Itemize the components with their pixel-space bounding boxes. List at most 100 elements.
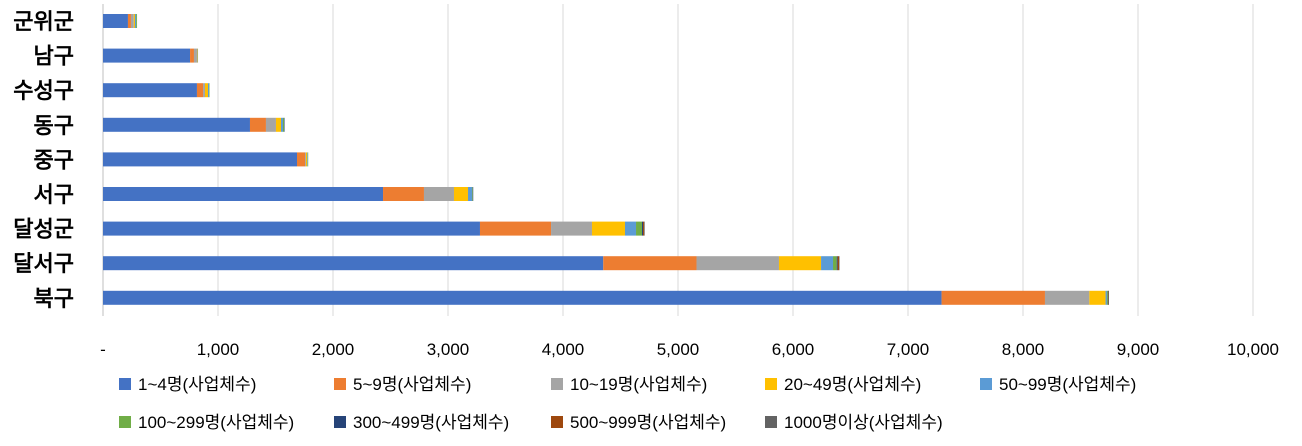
bar-segment: [1106, 290, 1108, 305]
category-label: 동구: [34, 113, 74, 138]
x-tick-label: 10,000: [1227, 340, 1279, 359]
bar-segment: [423, 187, 454, 201]
legend-item: 300~499명(사업체수): [334, 413, 509, 432]
legend-item: 5~9명(사업체수): [334, 375, 471, 394]
category-label: 달성군: [13, 217, 74, 242]
legend-label: 500~999명(사업체수): [570, 413, 726, 432]
bar-segment: [307, 152, 309, 167]
category-label: 수성구: [13, 78, 74, 103]
bar-segment: [209, 83, 210, 98]
bar-segment: [305, 152, 306, 167]
legend-item: 50~99명(사업체수): [980, 375, 1136, 394]
bar-segment: [193, 48, 197, 63]
bar-segment: [297, 152, 306, 167]
bar-segment: [1108, 290, 1109, 305]
bar-segment: [103, 48, 191, 63]
legend-label: 100~299명(사업체수): [138, 413, 294, 432]
bar-segment: [103, 221, 480, 236]
bar-segment: [642, 221, 644, 236]
bar-segment: [282, 117, 285, 132]
bar-segment: [1044, 290, 1090, 305]
bar-segment: [205, 83, 208, 98]
bar-segment: [643, 221, 645, 236]
legend-swatch: [765, 378, 777, 390]
bar-segment: [103, 256, 604, 271]
bar-segment: [127, 14, 131, 28]
category-label: 군위군: [13, 9, 74, 34]
x-tick-label: 2,000: [312, 340, 355, 359]
legend-swatch: [119, 416, 131, 428]
legend: 1~4명(사업체수) 5~9명(사업체수) 10~19명(사업체수) 20~49명(사…: [119, 375, 1136, 432]
x-axis-labels: - 1,000 2,000 3,000 4,000 5,000 6,000 7,000 8,00…: [100, 340, 1279, 359]
bar-segment: [281, 117, 283, 132]
category-label: 북구: [34, 286, 74, 311]
bar-segment: [603, 256, 697, 271]
bar-segment: [468, 187, 473, 201]
bar-segment: [941, 290, 1045, 305]
legend-item: 1000명이상(사업체수): [765, 413, 943, 432]
bar-segment: [190, 48, 194, 63]
x-tick-label: -: [100, 340, 106, 359]
category-label: 달서구: [13, 251, 74, 276]
legend-label: 50~99명(사업체수): [999, 375, 1136, 394]
bar-segment: [196, 48, 198, 63]
x-tick-label: 7,000: [887, 340, 930, 359]
bar-segment: [265, 117, 276, 132]
x-tick-label: 1,000: [197, 340, 240, 359]
bar-segment: [479, 221, 552, 236]
x-tick-label: 9,000: [1117, 340, 1160, 359]
bar-segment: [305, 152, 308, 167]
legend-swatch: [980, 378, 992, 390]
bar-segment: [591, 221, 625, 236]
x-tick-label: 3,000: [427, 340, 470, 359]
bar-segment: [1089, 290, 1106, 305]
bar-segment: [778, 256, 822, 271]
bar-segment: [383, 187, 424, 201]
bars: [103, 14, 1109, 305]
bar-segment: [103, 152, 298, 167]
bar-segment: [821, 256, 834, 271]
category-label: 서구: [34, 182, 74, 207]
legend-item: 1~4명(사업체수): [119, 375, 256, 394]
x-tick-label: 4,000: [542, 340, 585, 359]
legend-item: 10~19명(사업체수): [551, 375, 707, 394]
bar-segment: [624, 221, 637, 236]
bar-segment: [103, 83, 197, 98]
bar-segment: [636, 221, 643, 236]
legend-item: 100~299명(사업체수): [119, 413, 294, 432]
bar-segment: [103, 117, 250, 132]
bar-segment: [134, 14, 137, 28]
bar-segment: [307, 152, 308, 167]
legend-label: 20~49명(사업체수): [784, 375, 921, 394]
bar-segment: [103, 14, 128, 28]
bar-segment: [249, 117, 266, 132]
bar-segment: [130, 14, 134, 28]
bar-segment: [472, 187, 473, 201]
bar-segment: [207, 83, 210, 98]
legend-label: 300~499명(사업체수): [353, 413, 509, 432]
bar-segment: [836, 256, 838, 271]
bar-segment: [203, 83, 206, 98]
legend-swatch: [119, 378, 131, 390]
bar-segment: [472, 187, 474, 201]
bar-segment: [197, 48, 199, 63]
bar-segment: [133, 14, 135, 28]
x-tick-label: 8,000: [1002, 340, 1045, 359]
legend-swatch: [551, 378, 563, 390]
bar-segment: [453, 187, 469, 201]
bar-segment: [103, 290, 942, 305]
bar-segment: [284, 117, 285, 132]
bar-segment: [551, 221, 592, 236]
legend-label: 5~9명(사업체수): [353, 375, 471, 394]
category-label: 중구: [34, 147, 74, 172]
x-tick-label: 6,000: [772, 340, 815, 359]
legend-label: 1~4명(사업체수): [138, 375, 256, 394]
legend-swatch: [551, 416, 563, 428]
legend-item: 20~49명(사업체수): [765, 375, 921, 394]
bar-segment: [275, 117, 282, 132]
bar-segment: [103, 187, 384, 201]
legend-item: 500~999명(사업체수): [551, 413, 726, 432]
legend-swatch: [765, 416, 777, 428]
